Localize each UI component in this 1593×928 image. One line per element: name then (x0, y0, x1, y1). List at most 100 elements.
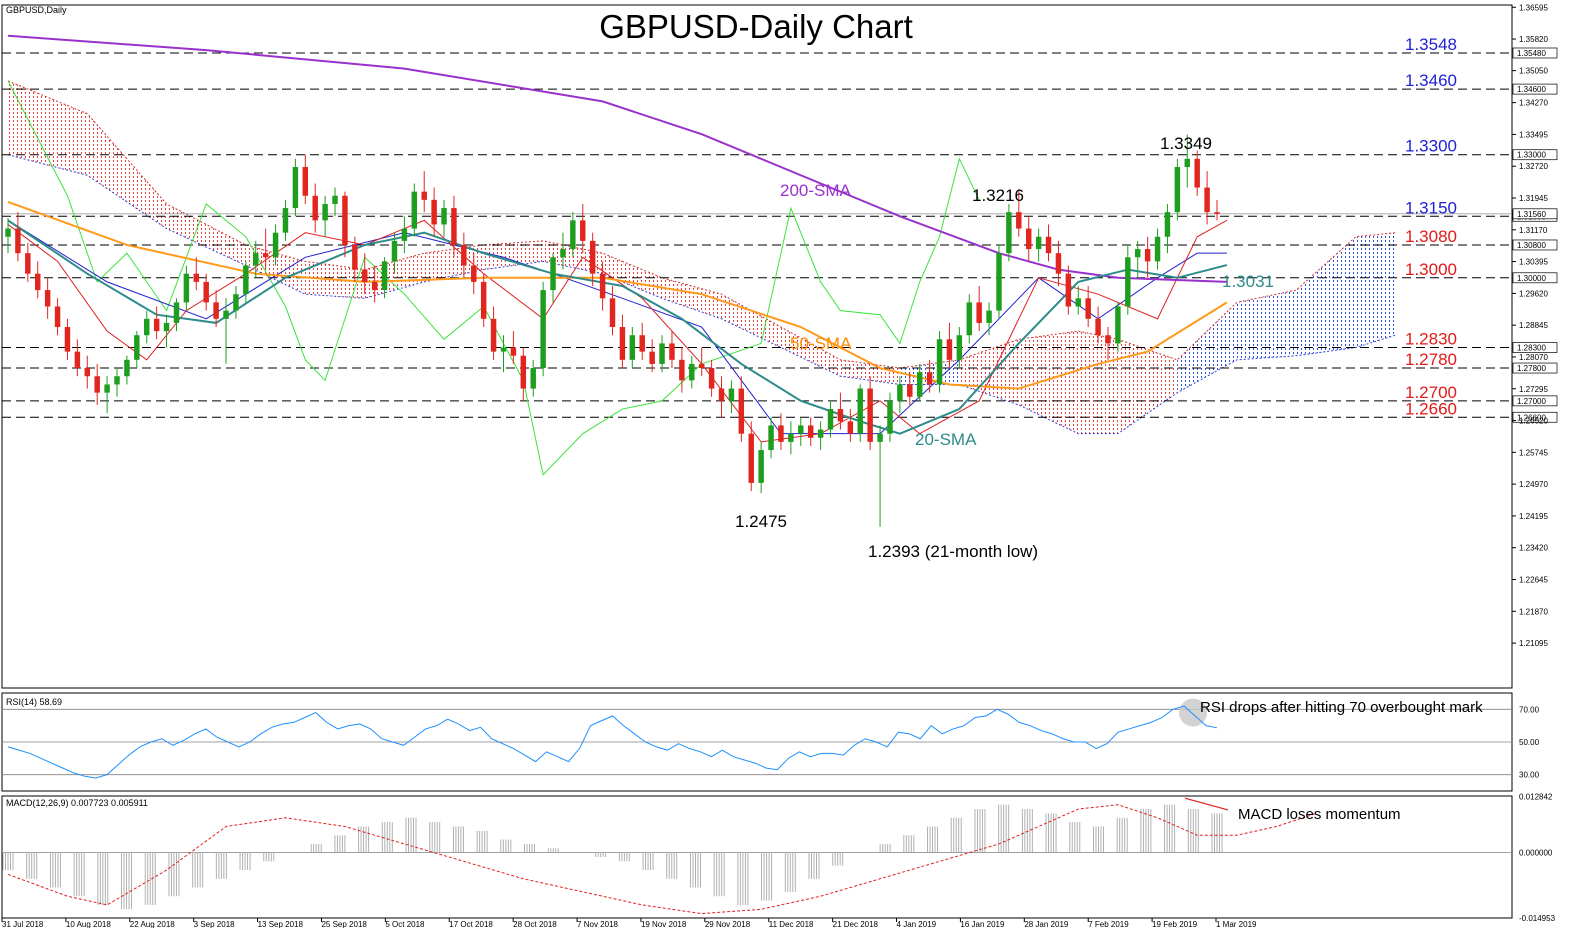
candle-body (25, 253, 31, 274)
candle-body (1125, 257, 1131, 307)
candle-body (550, 257, 556, 291)
cloud-segment (1078, 331, 1118, 434)
senkou-span-b (7, 154, 1396, 435)
date-tick-label: 5 Oct 2018 (385, 920, 425, 928)
symbol-label: GBPUSD,Daily (6, 5, 67, 15)
candle-body (1035, 236, 1042, 250)
candle-body (659, 343, 665, 364)
macd-label: MACD(12,26,9) 0.007723 0.005911 (6, 798, 148, 808)
candle-body (708, 368, 715, 389)
candle-body (1095, 318, 1101, 336)
level-tag-box (1512, 83, 1558, 95)
candle-body (1045, 236, 1052, 254)
candle-body (352, 244, 358, 270)
candle-body (292, 167, 299, 209)
candle-body (580, 220, 586, 241)
level-tag-box (1512, 47, 1558, 59)
candle-body (411, 191, 418, 229)
ichimoku-cloud (7, 80, 1396, 435)
candle-body (84, 368, 91, 377)
annotations: 1.3349 1.3216 1.2475 1.2393 (21-month low) 2… (735, 134, 1274, 561)
candle-body (1214, 212, 1220, 214)
cloud-segment (364, 253, 425, 299)
candle-body (1194, 158, 1200, 188)
rsi-highlight-circle (1179, 698, 1207, 727)
level-tag-box (1512, 411, 1558, 423)
level-label: 1.3548 (1405, 35, 1457, 54)
macd-tick-label: -0.014953 (1519, 914, 1556, 923)
price-tick-label: 1.28845 (1519, 321, 1548, 330)
candle-body (233, 294, 239, 311)
level-label: 1.3080 (1405, 227, 1457, 246)
candle-body (203, 281, 209, 303)
series-label: 200-SMA (780, 181, 852, 200)
level-tag: 1.26600 (1517, 413, 1546, 422)
sma200-line (7, 34, 1227, 283)
macd-panel: 0.012842 0.000000 -0.014953 (2, 793, 1556, 923)
candle-body (1016, 212, 1022, 229)
level-tag: 1.27000 (1517, 397, 1546, 406)
candle-body (1164, 212, 1171, 237)
price-tick-label: 1.21870 (1519, 607, 1548, 616)
candle-body (1105, 335, 1111, 344)
cloud-segment (602, 253, 663, 299)
candle-body (629, 335, 636, 360)
candle-body (510, 347, 517, 356)
price-tick-label: 1.31945 (1519, 194, 1548, 203)
candle-body (253, 253, 259, 266)
panel-frame (1, 4, 1513, 689)
candle-body (153, 318, 160, 332)
series-label: 20-SMA (915, 430, 977, 449)
candle-body (1085, 298, 1091, 319)
candle-body (877, 433, 883, 442)
macd-trend-arrow (1184, 797, 1229, 811)
cloud-segment (721, 294, 781, 348)
price-annotation: 1.2393 (21-month low) (868, 542, 1038, 561)
cloud-segment (1296, 236, 1356, 356)
candle-body (1025, 228, 1032, 250)
level-label: 1.2700 (1405, 383, 1457, 402)
candle-body (1075, 298, 1081, 307)
date-tick-label: 3 Sep 2018 (194, 920, 235, 928)
price-annotation: 1.3216 (972, 186, 1024, 205)
candle-body (471, 265, 477, 282)
level-tag-box (1512, 149, 1558, 161)
candle-body (104, 384, 110, 393)
price-tick-label: 1.22645 (1519, 575, 1548, 584)
rsi-line (7, 705, 1218, 779)
level-tag-box (1512, 239, 1558, 251)
candle-body (371, 281, 378, 291)
candle-body (698, 363, 705, 369)
candle-body (788, 433, 794, 442)
candle-body (15, 228, 21, 254)
date-tick-label: 19 Nov 2018 (641, 920, 687, 928)
candle-body (837, 409, 844, 422)
candle-body (461, 244, 467, 266)
candle-body (451, 208, 457, 245)
candle-body (857, 388, 863, 434)
candle-body (1006, 212, 1012, 254)
level-label: 1.2780 (1405, 350, 1457, 369)
candle-body (35, 273, 41, 291)
price-tick-label: 1.23420 (1519, 544, 1548, 553)
candle-body (243, 265, 249, 295)
cloud-segment (1117, 339, 1178, 434)
price-tick-label: 1.35820 (1519, 35, 1548, 44)
candle-body (639, 335, 645, 352)
candle-body (490, 318, 497, 352)
candle-body (570, 220, 576, 250)
chikou-span-line (7, 80, 980, 476)
price-tick-label: 1.27295 (1519, 385, 1548, 394)
candle-body (867, 388, 873, 442)
candle-body (262, 253, 269, 258)
candle-body (609, 298, 616, 328)
candle-body (1174, 167, 1181, 213)
date-axis: 31 Jul 2018 10 Aug 2018 22 Aug 2018 3 Sep 2… (1, 918, 1257, 928)
candle-body (134, 335, 140, 360)
cloud-segment (87, 113, 167, 229)
rsi-tick-label: 50.00 (1519, 738, 1540, 747)
macd-signal-line (7, 804, 1317, 915)
rsi-tick-label: 30.00 (1519, 771, 1540, 780)
price-tick-label: 1.32720 (1519, 162, 1548, 171)
date-tick-label: 7 Nov 2018 (577, 920, 618, 928)
